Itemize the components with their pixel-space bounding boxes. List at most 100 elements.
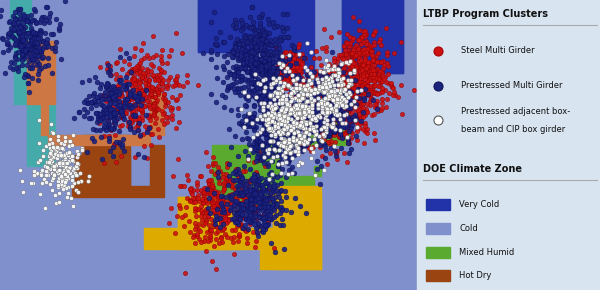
Point: [328, 93, 337, 98]
Point: [125, 94, 134, 98]
Point: [276, 171, 286, 175]
Point: [230, 186, 240, 191]
Point: [306, 90, 316, 95]
Point: [274, 46, 284, 51]
Point: [348, 65, 358, 69]
Point: [139, 41, 148, 46]
Point: [134, 86, 143, 90]
Point: [227, 235, 236, 240]
Point: [247, 208, 256, 212]
Point: [127, 83, 137, 88]
Point: [236, 205, 246, 209]
Point: [274, 121, 283, 126]
Point: [299, 87, 309, 92]
Point: [32, 42, 42, 46]
Point: [278, 127, 288, 132]
Point: [253, 182, 262, 187]
Point: [109, 127, 118, 132]
Point: [326, 94, 336, 99]
Point: [324, 65, 334, 70]
Point: [210, 210, 220, 214]
Point: [166, 105, 175, 109]
Point: [295, 110, 304, 114]
Point: [344, 118, 353, 123]
Point: [322, 65, 332, 70]
Point: [312, 92, 322, 97]
Point: [365, 86, 374, 90]
Point: [260, 72, 269, 77]
Point: [287, 130, 297, 135]
Point: [286, 101, 295, 105]
Point: [294, 112, 304, 117]
Point: [343, 96, 353, 101]
Point: [290, 195, 299, 200]
Point: [361, 50, 370, 55]
Point: [256, 63, 266, 68]
Point: [246, 77, 256, 81]
Point: [301, 56, 310, 60]
Point: [304, 102, 314, 107]
Point: [306, 149, 316, 154]
Point: [337, 88, 346, 93]
Point: [273, 135, 283, 139]
Point: [369, 42, 379, 47]
Point: [14, 10, 24, 15]
Point: [239, 202, 249, 207]
Point: [238, 181, 247, 185]
Point: [105, 148, 115, 153]
Point: [238, 62, 248, 67]
Point: [25, 66, 35, 70]
Point: [319, 102, 328, 107]
Point: [7, 34, 17, 39]
Point: [215, 202, 224, 207]
Point: [360, 56, 370, 60]
Point: [65, 139, 74, 144]
Point: [136, 94, 146, 98]
Point: [327, 124, 337, 128]
Point: [301, 130, 310, 135]
Point: [331, 88, 340, 93]
Point: [334, 94, 344, 98]
Point: [292, 147, 301, 152]
Point: [251, 68, 261, 73]
Point: [103, 118, 113, 122]
Point: [329, 81, 338, 86]
Point: [289, 72, 299, 77]
Point: [173, 82, 182, 86]
Point: [228, 240, 238, 244]
Point: [272, 93, 281, 98]
Point: [239, 113, 249, 118]
Point: [262, 196, 271, 201]
Point: [252, 155, 262, 160]
Point: [331, 100, 341, 105]
Point: [261, 101, 271, 106]
Point: [253, 119, 263, 124]
Point: [15, 41, 25, 46]
Point: [137, 97, 147, 101]
Point: [60, 172, 70, 177]
Point: [251, 85, 260, 90]
Point: [329, 112, 338, 116]
Point: [105, 112, 115, 117]
Point: [349, 60, 359, 65]
Point: [249, 28, 259, 32]
Point: [102, 61, 112, 66]
Point: [335, 90, 344, 95]
Point: [244, 63, 253, 68]
Point: [47, 149, 56, 154]
Point: [30, 30, 40, 35]
Point: [374, 73, 384, 78]
Point: [269, 97, 279, 101]
Point: [359, 60, 369, 65]
Point: [256, 115, 266, 119]
Point: [343, 115, 353, 119]
Point: [302, 123, 311, 128]
Point: [253, 62, 263, 67]
Point: [196, 174, 206, 178]
Point: [277, 117, 287, 122]
Point: [104, 121, 113, 126]
Point: [53, 133, 63, 138]
Point: [215, 30, 225, 35]
Point: [43, 167, 53, 171]
Point: [295, 85, 305, 90]
